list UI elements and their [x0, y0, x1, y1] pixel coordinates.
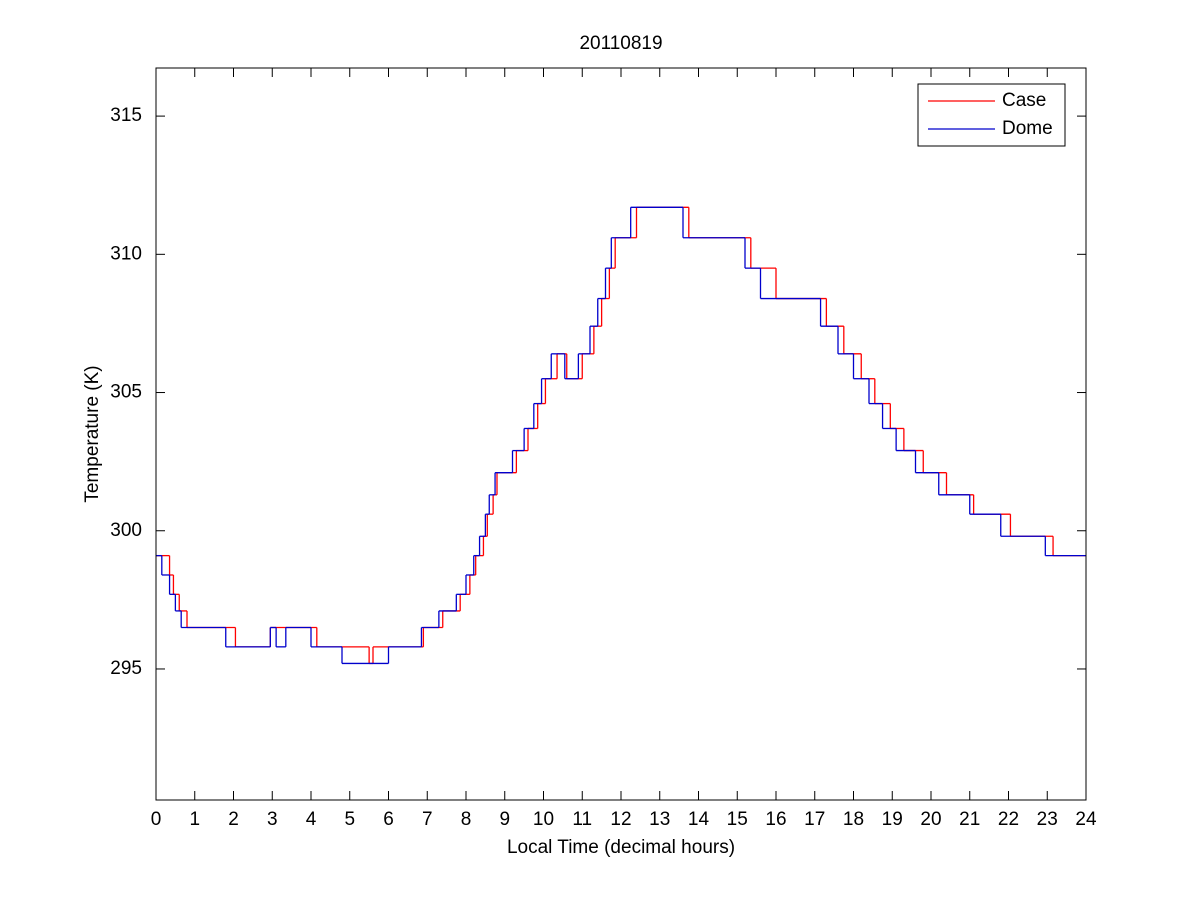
x-tick-label: 7: [422, 809, 433, 830]
x-tick-label: 18: [843, 809, 864, 830]
x-tick-label: 19: [882, 809, 903, 830]
y-axis-label: Temperature (K): [82, 365, 103, 502]
chart-title: 20110819: [579, 33, 662, 54]
x-tick-label: 24: [1075, 809, 1097, 830]
legend: Case Dome: [917, 83, 1066, 147]
x-tick-label: 13: [649, 809, 670, 830]
x-tick-label: 16: [765, 809, 786, 830]
x-tick-label: 20: [920, 809, 941, 830]
x-tick-label: 17: [804, 809, 825, 830]
x-tick-label: 21: [959, 809, 980, 830]
x-tick-label: 8: [461, 809, 472, 830]
y-tick-label: 305: [110, 382, 142, 403]
x-tick-label: 9: [499, 809, 510, 830]
x-tick-label: 0: [151, 809, 162, 830]
x-tick-label: 2: [228, 809, 239, 830]
x-tick-label: 22: [998, 809, 1019, 830]
x-tick-label: 1: [189, 809, 200, 830]
x-axis-label: Local Time (decimal hours): [507, 837, 735, 858]
series-line: [156, 206, 1086, 665]
legend-label: Dome: [1002, 118, 1053, 139]
x-tick-label: 14: [688, 809, 710, 830]
y-tick-label: 295: [110, 658, 142, 679]
x-tick-label: 15: [727, 809, 748, 830]
x-tick-label: 6: [383, 809, 394, 830]
legend-label: Case: [1002, 90, 1046, 111]
y-tick-label: 315: [110, 105, 142, 126]
x-tick-label: 23: [1037, 809, 1058, 830]
x-tick-label: 10: [533, 809, 554, 830]
y-tick-label: 310: [110, 243, 142, 264]
x-tick-label: 3: [267, 809, 278, 830]
plot-area: [156, 206, 1086, 665]
x-tick-label: 11: [572, 809, 592, 830]
x-tick-label: 12: [610, 809, 631, 830]
x-tick-label: 4: [306, 809, 317, 830]
y-tick-label: 300: [110, 520, 142, 541]
legend-box: [917, 83, 1066, 147]
x-tick-label: 5: [344, 809, 355, 830]
